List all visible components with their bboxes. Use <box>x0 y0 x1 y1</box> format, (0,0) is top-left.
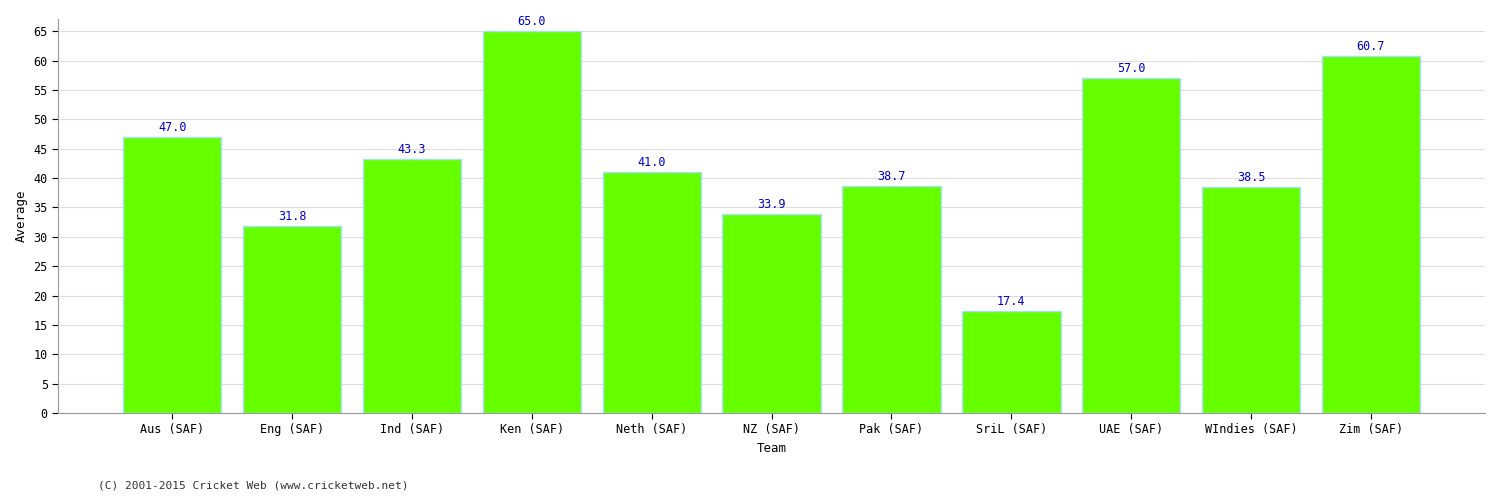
Text: 38.7: 38.7 <box>878 170 906 182</box>
Bar <box>123 137 222 413</box>
Bar <box>603 172 700 413</box>
Bar <box>723 214 821 413</box>
Bar <box>243 226 342 413</box>
Text: 43.3: 43.3 <box>398 142 426 156</box>
Bar <box>483 31 580 413</box>
Text: 65.0: 65.0 <box>518 15 546 28</box>
Text: (C) 2001-2015 Cricket Web (www.cricketweb.net): (C) 2001-2015 Cricket Web (www.cricketwe… <box>98 480 408 490</box>
Text: 38.5: 38.5 <box>1238 171 1266 184</box>
Text: 33.9: 33.9 <box>758 198 786 211</box>
Bar <box>1082 78 1180 413</box>
Bar <box>363 158 460 413</box>
Text: 57.0: 57.0 <box>1118 62 1146 75</box>
Y-axis label: Average: Average <box>15 190 28 242</box>
Text: 17.4: 17.4 <box>998 295 1026 308</box>
Text: 47.0: 47.0 <box>158 121 186 134</box>
Text: 31.8: 31.8 <box>278 210 306 224</box>
Bar <box>962 311 1060 413</box>
X-axis label: Team: Team <box>756 442 786 455</box>
Text: 41.0: 41.0 <box>638 156 666 169</box>
Bar <box>1202 187 1300 413</box>
Bar <box>843 186 940 413</box>
Text: 60.7: 60.7 <box>1356 40 1384 54</box>
Bar <box>1322 56 1420 413</box>
